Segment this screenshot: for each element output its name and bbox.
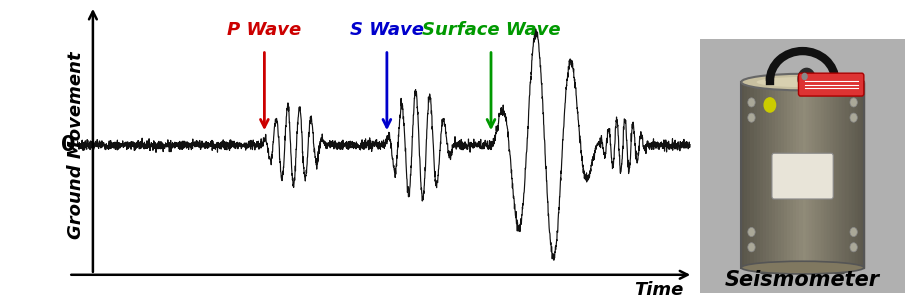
Ellipse shape [831,266,845,274]
Bar [777,82,781,268]
Bar [756,82,759,268]
Circle shape [802,74,806,80]
Circle shape [797,68,814,90]
Bar [804,82,808,268]
Bar [759,82,763,268]
Bar [783,82,787,268]
Circle shape [747,243,754,252]
Text: $\mathbf{0}$: $\mathbf{0}$ [59,135,75,155]
Bar [795,82,799,268]
Bar [844,82,848,268]
Circle shape [747,113,754,122]
Bar [768,82,772,268]
Circle shape [849,113,856,122]
Bar [820,82,824,268]
Text: Surface Wave: Surface Wave [421,21,559,39]
Bar [842,82,844,268]
Bar [826,82,830,268]
Bar [811,82,814,268]
Text: S Wave: S Wave [350,21,424,39]
Bar [817,82,821,268]
Circle shape [763,98,774,112]
Circle shape [849,98,856,107]
Ellipse shape [758,266,773,274]
Bar [824,82,826,268]
Bar [838,82,842,268]
Text: P Wave: P Wave [227,21,302,39]
Bar [793,82,796,268]
Bar [741,82,744,268]
Text: Seismometer: Seismometer [724,271,879,291]
Ellipse shape [741,261,863,274]
Circle shape [849,228,856,237]
Bar [786,82,790,268]
Bar [741,82,863,268]
FancyBboxPatch shape [798,73,863,96]
Ellipse shape [756,77,847,87]
Bar [762,82,765,268]
Bar [747,82,750,268]
Text: Time: Time [634,281,683,299]
Ellipse shape [741,74,863,90]
Bar [780,82,783,268]
Bar [774,82,778,268]
FancyBboxPatch shape [771,153,833,199]
Text: Ground Movement: Ground Movement [67,51,85,239]
Bar [814,82,817,268]
Bar [808,82,812,268]
Bar [765,82,768,268]
Bar [829,82,833,268]
Bar [802,82,805,268]
Bar [835,82,839,268]
Bar [851,82,855,268]
Bar [799,82,802,268]
Circle shape [849,243,856,252]
Bar [847,82,851,268]
Bar [860,82,864,268]
Bar [752,82,756,268]
Bar [854,82,857,268]
Circle shape [747,228,754,237]
Bar [771,82,774,268]
Bar [833,82,835,268]
Circle shape [747,98,754,107]
Bar [750,82,753,268]
Bar [743,82,747,268]
Bar [856,82,860,268]
Bar [790,82,793,268]
